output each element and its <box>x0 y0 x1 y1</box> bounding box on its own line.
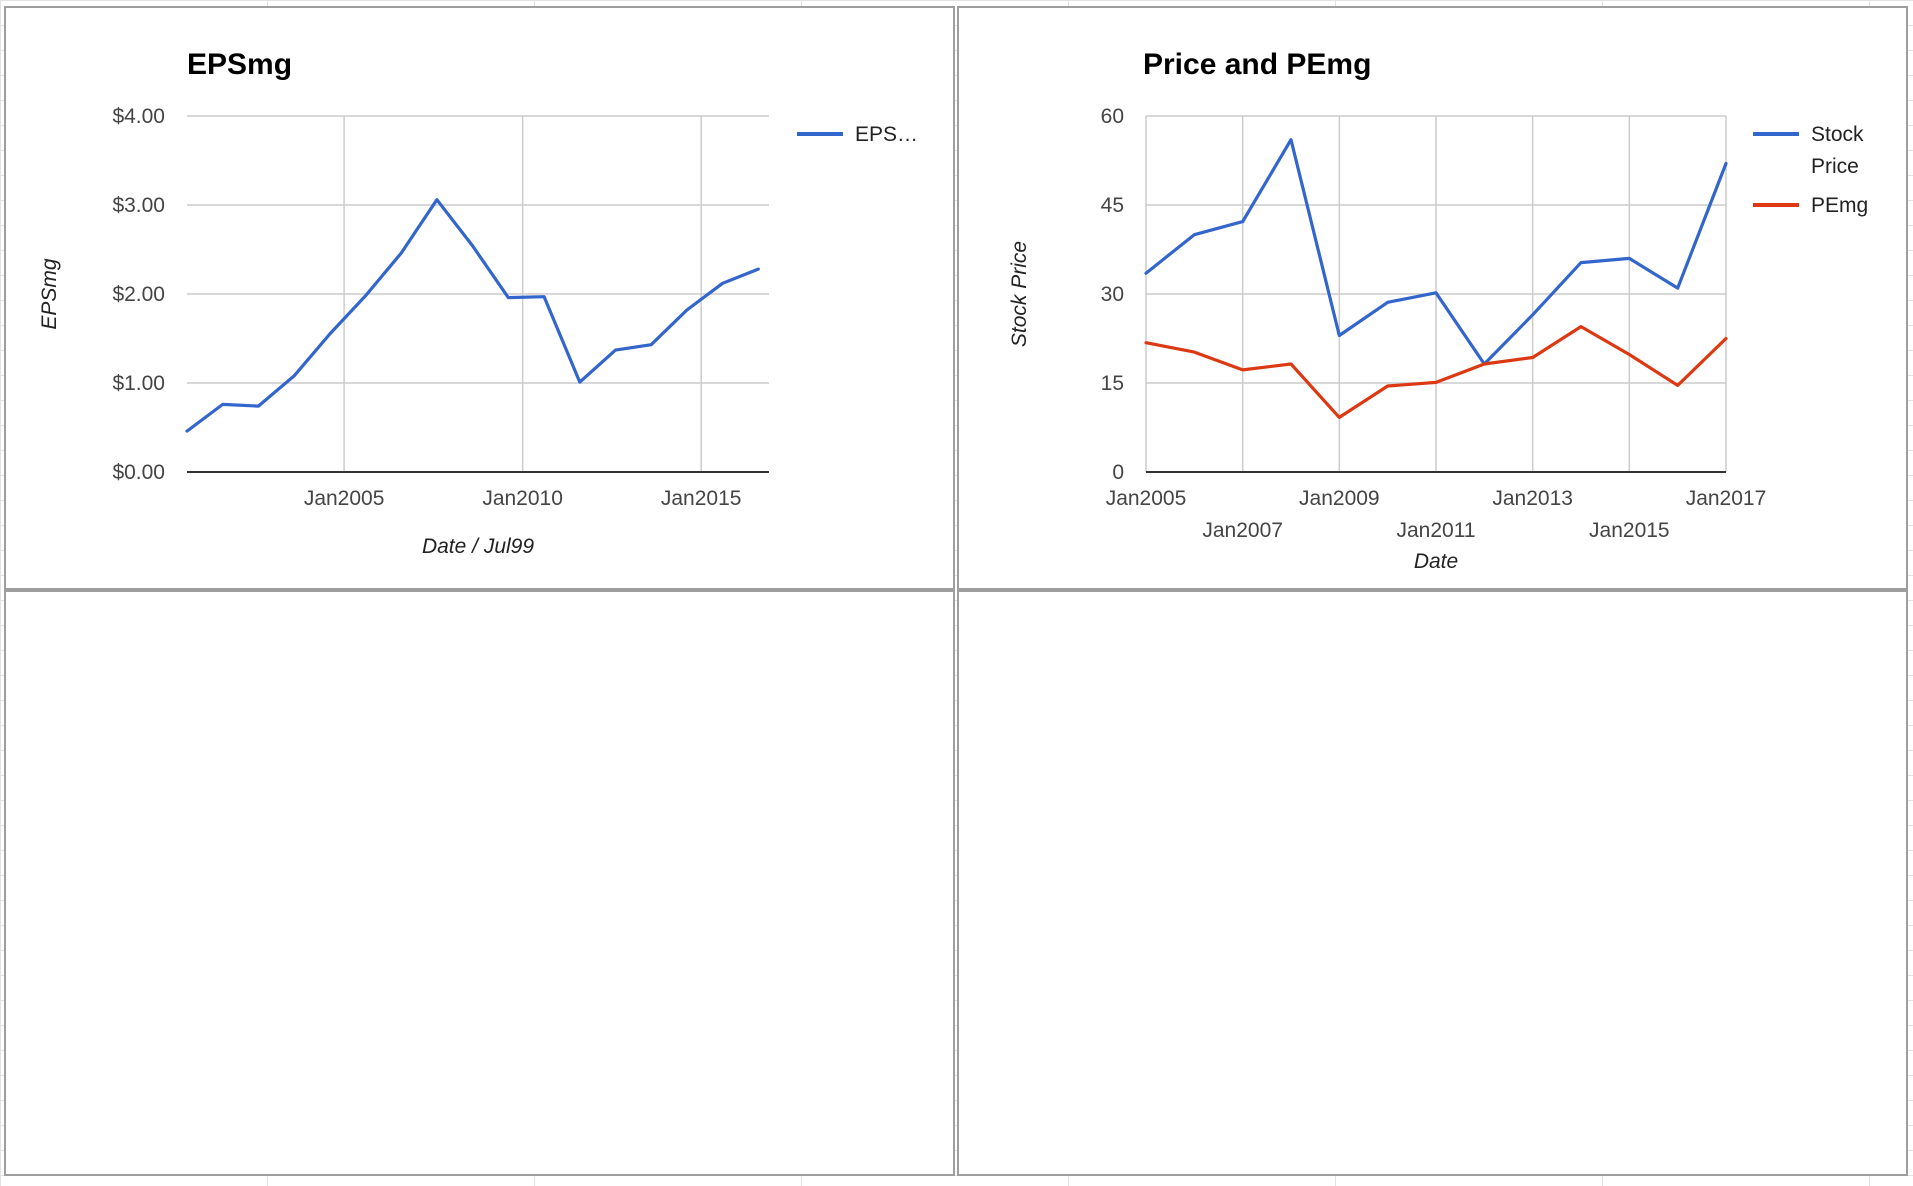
legend-label: EPS… <box>855 123 918 146</box>
data-point <box>648 342 654 348</box>
data-point <box>612 347 618 353</box>
x-tick-label: Jan2017 <box>1686 487 1767 510</box>
data-point <box>1191 232 1197 238</box>
legend-label: Price <box>1811 155 1859 178</box>
chart-title: EPSmg <box>187 48 292 81</box>
x-tick-label: Jan2009 <box>1299 487 1380 510</box>
data-point <box>255 403 261 409</box>
data-point <box>1626 352 1632 358</box>
dividend-history-chart: Dividend History$0.00$0.40$0.80$1.20$1.6… <box>959 592 1906 1174</box>
data-point <box>1578 260 1584 266</box>
y-tick-label: 30 <box>1101 283 1124 306</box>
data-point <box>755 266 761 272</box>
data-point <box>1433 379 1439 385</box>
y-tick-label: $2.00 <box>112 283 165 306</box>
series-line-stock-price <box>1144 138 1728 366</box>
x-tick-label: Jan2005 <box>304 487 385 510</box>
x-axis-title: Date <box>1414 550 1458 573</box>
data-point <box>184 428 190 434</box>
data-point <box>1143 340 1149 346</box>
data-point <box>1723 160 1729 166</box>
x-tick-label: Jan2015 <box>661 487 742 510</box>
data-point <box>1288 361 1294 367</box>
data-point <box>1143 270 1149 276</box>
data-point <box>398 250 404 256</box>
data-point <box>720 280 726 286</box>
legend-item: PEmg <box>1753 194 1868 217</box>
data-point <box>363 293 369 299</box>
data-point <box>1336 414 1342 420</box>
y-tick-label: 0 <box>1112 461 1124 484</box>
data-point <box>1481 361 1487 367</box>
legend-item: Stock Price <box>1753 123 1864 178</box>
chart-panel-graham-number[interactable]: Graham Number and Stock Price015304560Ja… <box>4 590 955 1176</box>
data-point <box>541 294 547 300</box>
data-point <box>684 307 690 313</box>
graham-number-chart: Graham Number and Stock Price015304560Ja… <box>6 592 953 1174</box>
legend-label: Stock <box>1811 123 1864 146</box>
chart-panel-epsmg[interactable]: EPSmg $0.00 $1.00 $2.00 $3.00 $4.00 Jan2005 Jan… <box>4 6 955 590</box>
legend-label: PEmg <box>1811 194 1868 217</box>
data-point <box>1530 354 1536 360</box>
y-tick-label: $1.00 <box>112 372 165 395</box>
y-axis-title: EPSmg <box>38 258 61 330</box>
data-point <box>327 331 333 337</box>
plot-group: Price and PEmg 0 15 30 45 60 Jan2005 Jan2007 Jan… <box>1008 48 1868 573</box>
data-point <box>505 295 511 301</box>
data-point <box>1191 349 1197 355</box>
x-tick-label: Jan2010 <box>482 487 563 510</box>
data-point <box>1288 137 1294 143</box>
y-tick-label: 45 <box>1101 194 1124 217</box>
data-point <box>470 243 476 249</box>
chart-title: Price and PEmg <box>1143 48 1371 81</box>
data-point <box>1385 383 1391 389</box>
data-point <box>1530 312 1536 318</box>
legend-item: EPS… <box>797 123 918 146</box>
y-tick-label: $0.00 <box>112 461 165 484</box>
x-tick-label: Jan2013 <box>1492 487 1573 510</box>
y-tick-label: 15 <box>1101 372 1124 395</box>
data-point <box>1240 219 1246 225</box>
series-line-eps <box>185 198 760 433</box>
data-point <box>1675 285 1681 291</box>
data-point <box>1433 290 1439 296</box>
data-point <box>1578 324 1584 330</box>
price-and-pemg-chart: Price and PEmg 0 15 30 45 60 Jan2005 Jan2007 Jan… <box>1008 48 1868 573</box>
chart-panel-price-and-pemg[interactable]: Price and PEmg 0 15 30 45 60 Jan2005 Jan2007 Jan… <box>957 6 1908 590</box>
data-point <box>1385 299 1391 305</box>
x-axis-title: Date / Jul99 <box>422 535 534 558</box>
epsmg-chart: EPSmg $0.00 $1.00 $2.00 $3.00 $4.00 Jan2005 Jan… <box>38 48 918 558</box>
data-point <box>1240 367 1246 373</box>
data-point <box>1723 336 1729 342</box>
y-tick-label: 60 <box>1101 105 1124 128</box>
data-point <box>1336 333 1342 339</box>
data-point <box>220 401 226 407</box>
x-tick-label: Jan2011 <box>1396 519 1475 542</box>
x-tick-label: Jan2005 <box>1106 487 1187 510</box>
data-point <box>1626 255 1632 261</box>
data-point <box>577 379 583 385</box>
plot-group: EPSmg $0.00 $1.00 $2.00 $3.00 $4.00 Jan2005 Jan… <box>38 48 918 558</box>
y-tick-label: $4.00 <box>112 105 165 128</box>
data-point <box>291 373 297 379</box>
data-point <box>1675 382 1681 388</box>
x-tick-label: Jan2007 <box>1202 519 1283 542</box>
series-line-pemg <box>1144 325 1728 419</box>
y-axis-title: Stock Price <box>1008 241 1031 347</box>
x-tick-label: Jan2015 <box>1589 519 1670 542</box>
data-point <box>434 197 440 203</box>
y-tick-label: $3.00 <box>112 194 165 217</box>
chart-panel-dividend-history[interactable]: Dividend History$0.00$0.40$0.80$1.20$1.6… <box>957 590 1908 1176</box>
